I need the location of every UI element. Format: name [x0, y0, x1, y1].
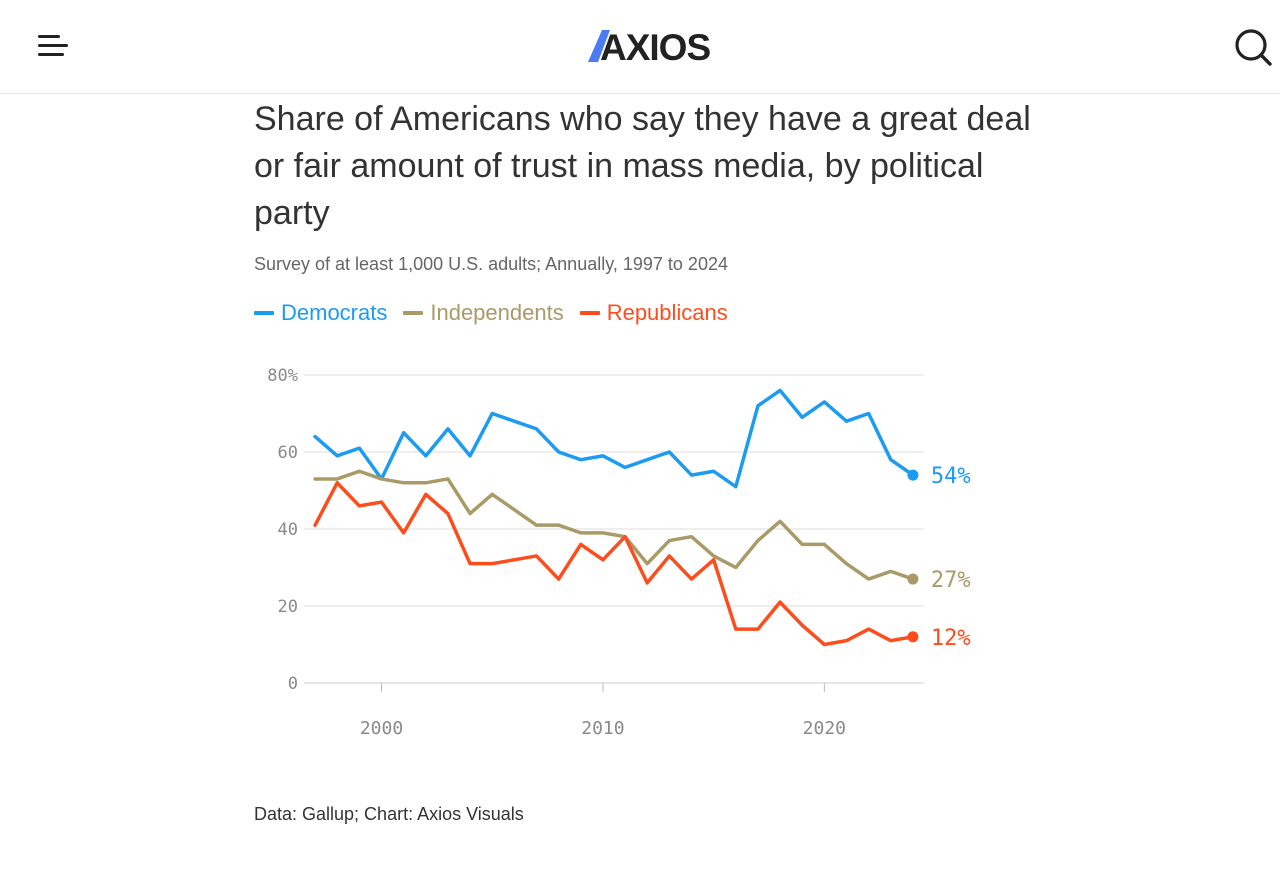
- end-point-independents: [907, 573, 919, 585]
- axios-logo[interactable]: AXIOS: [588, 26, 720, 68]
- search-icon[interactable]: [1232, 26, 1274, 68]
- x-tick-label: 2020: [803, 718, 846, 739]
- legend-swatch: [254, 311, 274, 315]
- legend-item-independents: Independents: [403, 300, 564, 326]
- y-tick-label: 40: [278, 520, 298, 540]
- series-line-independents: [313, 469, 915, 581]
- legend-label: Democrats: [281, 300, 388, 325]
- end-point-republicans: [907, 631, 919, 643]
- x-tick-label: 2010: [581, 718, 624, 739]
- line-chart: 0 20 40 60 80% 2000 2010 2020 54% 27% 12%: [254, 352, 1014, 762]
- y-tick-label: 60: [278, 443, 298, 463]
- legend-label: Independents: [430, 300, 564, 325]
- series-line-democrats: [313, 388, 915, 489]
- series-line-republicans: [313, 481, 915, 647]
- chart-title: Share of Americans who say they have a g…: [254, 100, 1031, 232]
- legend-swatch: [403, 311, 424, 315]
- logo-text: AXIOS: [600, 27, 710, 66]
- y-tick-label: 20: [278, 597, 298, 617]
- chart-source: Data: Gallup; Chart: Axios Visuals: [254, 804, 524, 824]
- legend-item-democrats: Democrats: [254, 300, 387, 326]
- legend-item-republicans: Republicans: [579, 300, 728, 326]
- end-label-democrats: 54%: [931, 464, 971, 489]
- end-label-independents: 27%: [931, 568, 971, 593]
- y-tick-label: 0: [288, 674, 298, 694]
- site-header: AXIOS: [0, 0, 1280, 94]
- x-tick-label: 2000: [360, 718, 403, 739]
- chart-legend: Democrats Independents Republicans: [254, 298, 728, 328]
- end-point-democrats: [907, 469, 919, 481]
- end-label-republicans: 12%: [931, 626, 971, 651]
- y-tick-label: 80%: [267, 366, 298, 386]
- chart-subtitle: Survey of at least 1,000 U.S. adults; An…: [254, 254, 728, 274]
- legend-swatch: [579, 311, 600, 315]
- hamburger-menu-icon[interactable]: [36, 32, 70, 60]
- legend-label: Republicans: [606, 300, 728, 325]
